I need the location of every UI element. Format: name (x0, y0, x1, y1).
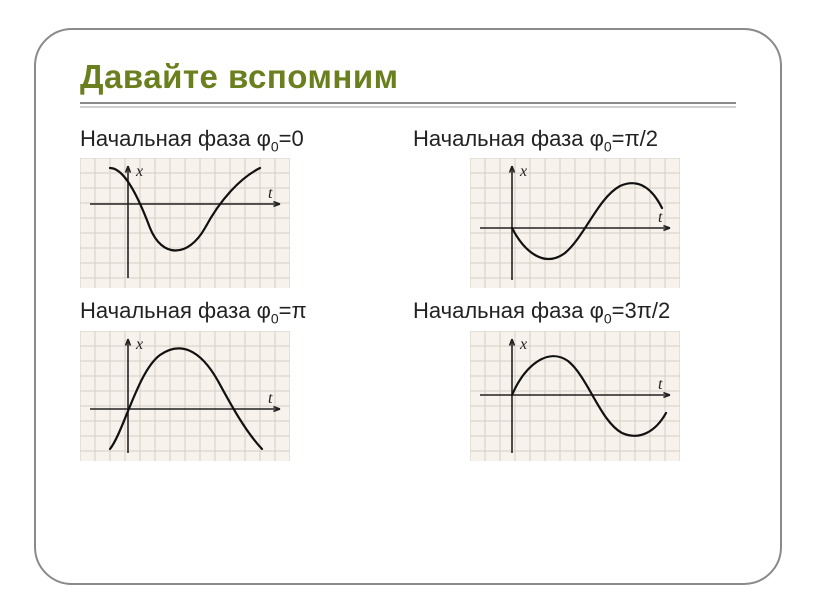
caption-sub: 0 (604, 138, 612, 154)
plot-caption-2: Начальная фаза φ0=π (80, 298, 403, 326)
slide-frame: Давайте вспомним Начальная фаза φ0=0 xt … (34, 28, 782, 585)
caption-sub: 0 (271, 311, 279, 327)
caption-suffix: =π (279, 298, 307, 323)
svg-text:x: x (135, 336, 143, 353)
svg-text:x: x (519, 163, 527, 180)
caption-prefix: Начальная фаза φ (80, 298, 271, 323)
caption-sub: 0 (271, 138, 279, 154)
plot-svg-1: xt (470, 158, 680, 288)
plot-svg-2: xt (80, 331, 290, 461)
plot-box-1: xt (470, 158, 680, 288)
caption-prefix: Начальная фаза φ (413, 298, 604, 323)
caption-suffix: =0 (279, 126, 304, 151)
caption-prefix: Начальная фаза φ (80, 126, 271, 151)
caption-suffix: =3π/2 (612, 298, 671, 323)
plot-caption-3: Начальная фаза φ0=3π/2 (413, 298, 736, 326)
plot-svg-0: xt (80, 158, 290, 288)
caption-prefix: Начальная фаза φ (413, 126, 604, 151)
title-underline (80, 102, 736, 108)
svg-text:t: t (268, 390, 273, 407)
plot-cell-0: Начальная фаза φ0=0 xt (80, 126, 403, 288)
plot-box-3: xt (470, 331, 680, 461)
plot-box-2: xt (80, 331, 290, 461)
plot-caption-1: Начальная фаза φ0=π/2 (413, 126, 736, 154)
slide-title: Давайте вспомним (80, 58, 736, 96)
plot-caption-0: Начальная фаза φ0=0 (80, 126, 403, 154)
caption-suffix: =π/2 (612, 126, 658, 151)
plot-cell-1: Начальная фаза φ0=π/2 xt (413, 126, 736, 288)
svg-text:t: t (268, 185, 273, 202)
plots-grid: Начальная фаза φ0=0 xt Начальная фаза φ0… (80, 126, 736, 461)
plot-cell-3: Начальная фаза φ0=3π/2 xt (413, 298, 736, 460)
plot-box-0: xt (80, 158, 290, 288)
svg-text:x: x (519, 336, 527, 353)
plot-svg-3: xt (470, 331, 680, 461)
svg-text:t: t (658, 376, 663, 393)
svg-text:t: t (658, 209, 663, 226)
caption-sub: 0 (604, 311, 612, 327)
svg-text:x: x (135, 163, 143, 180)
plot-cell-2: Начальная фаза φ0=π xt (80, 298, 403, 460)
